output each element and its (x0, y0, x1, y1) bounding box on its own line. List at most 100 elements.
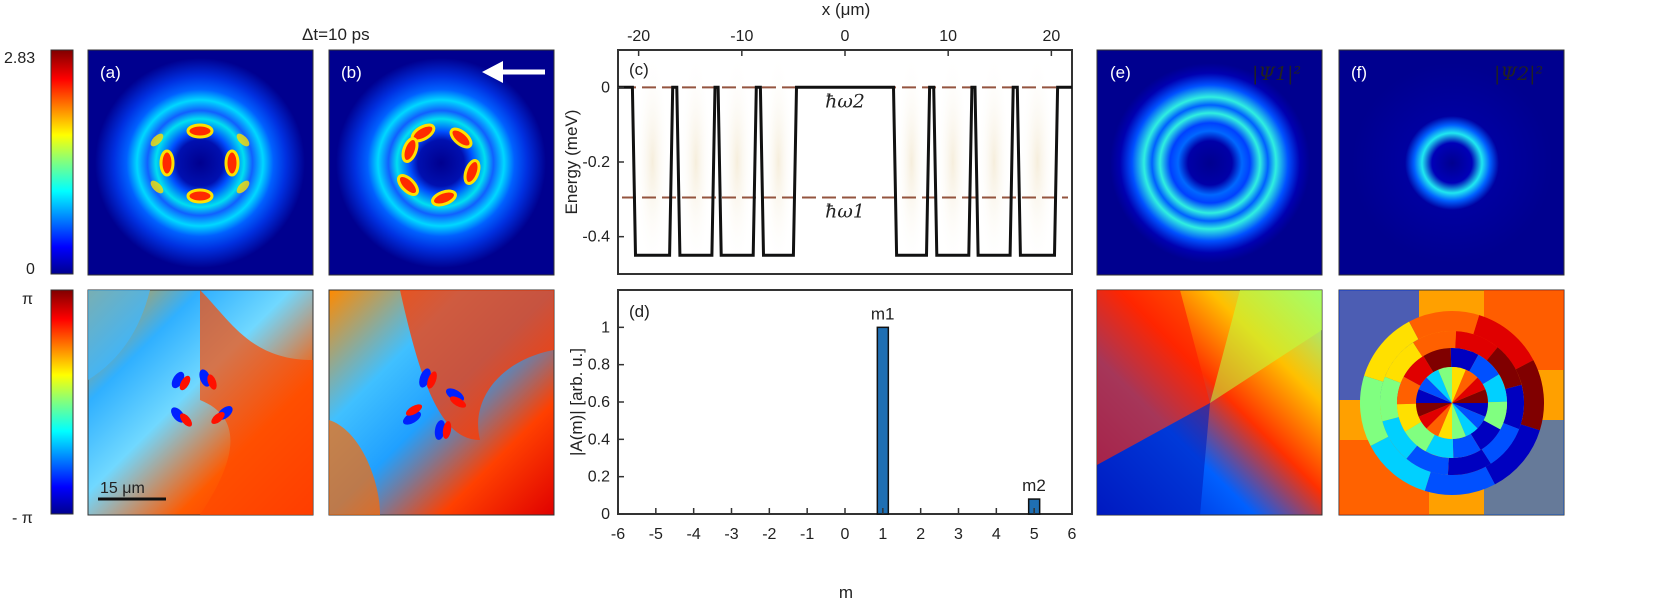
c-energy-level-label: ħω2 (825, 90, 865, 112)
f-phase-rings (1359, 310, 1545, 496)
f-phase-sector (1405, 421, 1435, 452)
panel-f-label: (f) (1351, 63, 1367, 82)
panel-a-label: (a) (100, 63, 121, 82)
c-well-glow (978, 52, 1011, 272)
f-phase-sector (1452, 403, 1489, 417)
f-phase-sector (1452, 433, 1481, 458)
f-phase-sector (1452, 403, 1486, 429)
c-glow-layer (635, 52, 1055, 272)
c-xticks: -20 -10 0 10 20 (627, 28, 1060, 56)
f-phase-sector (1370, 436, 1431, 491)
f-phase-sector (1380, 376, 1401, 422)
panel-e-phase (1096, 289, 1323, 516)
d-xtick-label: -2 (762, 526, 776, 543)
d-bars: m1 m2 (871, 304, 1046, 515)
d-xticks: -6 -5 -4 -3 -2 -1 0 1 2 3 4 5 6 (611, 508, 1077, 543)
amp-min-label: 0 (26, 261, 35, 278)
d-ytick-label: 1 (601, 319, 610, 336)
f-phase-sector (1452, 389, 1489, 403)
d-xlabel: m (839, 583, 853, 602)
d-xtick-label: 0 (841, 526, 850, 543)
f-phase-sector (1382, 417, 1418, 459)
f-phase-sector (1452, 369, 1478, 403)
c-well-glow (721, 52, 754, 272)
d-xtick-label: 1 (878, 526, 887, 543)
amplitude-colorbar: 2.83 0 (4, 49, 74, 278)
c-well-glow (1020, 52, 1055, 272)
f-phase-sector (1473, 315, 1534, 370)
c-yticks: 0 -0.2 -0.4 (582, 79, 624, 246)
panel-d-label: (d) (629, 302, 650, 321)
d-xtick-label: -1 (800, 526, 814, 543)
c-xtick-label: 10 (939, 28, 957, 45)
f-phase-sector (1481, 423, 1520, 464)
f-phase-sector (1469, 354, 1499, 385)
f-phase-sector (1438, 403, 1452, 440)
d-ytick-label: 0.4 (588, 431, 610, 448)
phase-colorbar: π - π (12, 289, 74, 527)
c-xlabel: x (μm) (822, 0, 871, 19)
c-well-glow (936, 52, 969, 272)
c-potential-line (618, 85, 1072, 257)
panel-b-phase (328, 289, 555, 516)
f-phase-sector (1418, 377, 1452, 403)
f-phase-sector (1455, 331, 1498, 361)
f-phase-sector (1415, 403, 1452, 417)
c-xtick-label: -20 (627, 28, 650, 45)
phase-min-label: - π (12, 510, 33, 527)
f-phase-sector (1486, 347, 1522, 389)
f-phase-sector (1364, 321, 1419, 382)
c-well-glow (763, 52, 794, 272)
c-well-glow (635, 52, 670, 272)
d-xtick-label: 5 (1030, 526, 1039, 543)
d-xtick-label: -3 (724, 526, 738, 543)
f-phase-sector (1426, 369, 1452, 403)
c-ytick-label: -0.4 (582, 229, 610, 246)
f-phase-sector (1396, 376, 1421, 405)
panel-c-label: (c) (629, 60, 649, 79)
scale-bar-label: 15 μm (100, 480, 145, 497)
d-ytick-label: 0.2 (588, 469, 610, 486)
f-phase-sector (1409, 310, 1480, 340)
f-phase-sector (1384, 342, 1423, 383)
f-phase-sector (1424, 466, 1495, 496)
d-ytick-label: 0 (601, 506, 610, 523)
f-phase-sector (1485, 424, 1540, 485)
panel-e-amplitude: (e) |Ψ1|² (1096, 49, 1323, 276)
f-phase-sector (1452, 377, 1486, 403)
f-phase-sector (1470, 420, 1501, 450)
d-bar-label: m1 (871, 304, 895, 323)
f-phase-sector (1515, 360, 1545, 431)
arrow-left-icon (482, 61, 545, 83)
f-phase-sector (1452, 403, 1466, 440)
f-phase-sector (1397, 403, 1422, 432)
c-ytick-label: -0.2 (582, 154, 610, 171)
c-well-glow (896, 52, 927, 272)
f-phase-sector (1418, 403, 1452, 429)
f-phase-sector (1423, 348, 1452, 373)
d-bar (876, 326, 890, 515)
f-phase-sector (1425, 434, 1454, 459)
panel-a-amplitude: (a) (87, 49, 314, 276)
d-xtick-label: -4 (687, 526, 701, 543)
f-phase-sector (1438, 366, 1452, 403)
d-yticks: 0 0.2 0.4 0.6 0.8 1 (588, 319, 624, 523)
f-phase-sector (1426, 403, 1452, 437)
c-ytick-label: 0 (601, 79, 610, 96)
d-bar-label: m2 (1022, 476, 1046, 495)
f-phase-sector (1406, 445, 1449, 475)
f-phase-sector (1452, 403, 1478, 437)
panel-b-label: (b) (341, 63, 362, 82)
d-xtick-label: 4 (992, 526, 1001, 543)
f-phase-sector (1452, 366, 1466, 403)
f-phase-sector (1413, 330, 1457, 357)
psi1-label: |Ψ1|² (1252, 63, 1301, 85)
f-phase-sector (1359, 375, 1389, 446)
d-ytick-label: 0.6 (588, 394, 610, 411)
f-phase-sector (1415, 389, 1452, 403)
f-phase-sector (1483, 401, 1508, 430)
d-xtick-label: -6 (611, 526, 625, 543)
